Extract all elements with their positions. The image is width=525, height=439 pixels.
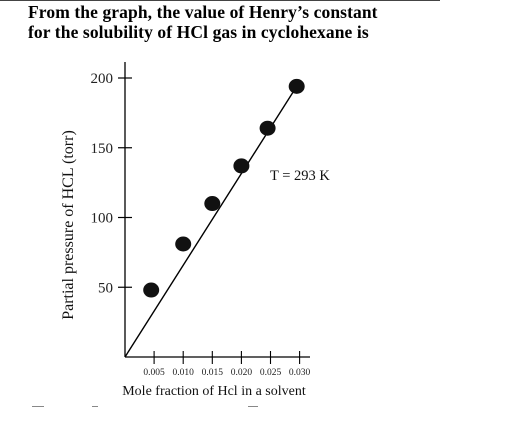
x-axis-ticks: 0.005 0.010 0.015 0.020 0.025 0.030 xyxy=(143,351,311,378)
cutoff-fragment-1 xyxy=(32,406,44,407)
data-point xyxy=(288,78,305,94)
data-point xyxy=(259,120,276,136)
x-tick-label: 0.025 xyxy=(260,368,282,378)
temperature-annotation: T = 293 K xyxy=(270,168,330,184)
cutoff-fragment-2 xyxy=(92,406,98,407)
y-axis-label: Partial pressure of HCL (torr) xyxy=(60,130,77,320)
y-tick-label: 200 xyxy=(91,71,114,87)
question-line-2: for the solubility of HCl gas in cyclohe… xyxy=(28,22,369,42)
x-tick-label: 0.015 xyxy=(202,368,224,378)
x-tick-label: 0.030 xyxy=(289,368,311,378)
y-tick-label: 100 xyxy=(91,211,114,227)
cutoff-fragment-3 xyxy=(248,406,258,407)
chart-axes xyxy=(124,62,310,358)
question-text: From the graph, the value of Henry’s con… xyxy=(28,2,498,42)
data-points xyxy=(143,78,305,298)
data-point xyxy=(143,282,160,298)
question-line-1: From the graph, the value of Henry’s con… xyxy=(28,2,378,22)
data-point xyxy=(233,158,250,174)
top-border-rule xyxy=(0,0,440,1)
x-tick-label: 0.020 xyxy=(231,368,253,378)
y-tick-label: 150 xyxy=(91,141,114,157)
data-point xyxy=(204,196,221,212)
x-axis-label: Mole fraction of Hcl in a solvent xyxy=(122,384,306,399)
x-tick-label: 0.010 xyxy=(173,368,195,378)
y-axis-ticks: 50 100 150 200 xyxy=(91,71,132,296)
x-tick-label: 0.005 xyxy=(143,368,165,378)
data-point xyxy=(175,236,192,252)
y-tick-label: 50 xyxy=(98,280,113,296)
